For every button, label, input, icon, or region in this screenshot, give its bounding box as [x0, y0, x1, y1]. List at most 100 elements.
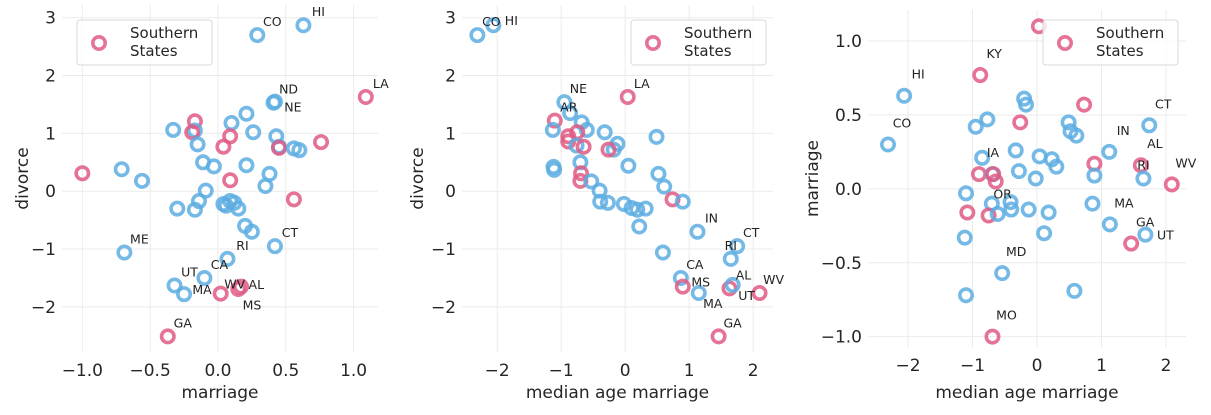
southern-state-point — [233, 278, 250, 295]
state-label: AL — [249, 277, 265, 292]
state-point — [1086, 167, 1103, 184]
state-label: RI — [1137, 158, 1149, 173]
state-point — [956, 229, 973, 246]
southern-state-point — [184, 124, 201, 141]
state-point — [979, 111, 996, 128]
state-point — [186, 201, 203, 218]
state-point — [1007, 142, 1024, 159]
state-point — [1060, 114, 1077, 131]
state-point — [1002, 194, 1019, 211]
state-label: UT — [181, 264, 198, 279]
x-tick-label: −1 — [549, 361, 574, 381]
southern-state-point — [74, 165, 91, 182]
state-point — [134, 172, 151, 189]
state-point — [605, 141, 622, 158]
southern-state-point — [1163, 176, 1180, 193]
state-point — [967, 118, 984, 135]
state-point — [568, 137, 585, 154]
state-point — [631, 218, 648, 235]
state-label: WV — [1175, 155, 1196, 170]
state-label: MD — [1006, 244, 1026, 259]
y-tick-label: −2 — [431, 298, 456, 318]
x-tick-label: 0.0 — [204, 361, 231, 381]
scatter-panel-1: −1.0 −0.5 0.0 0.5 1.0 −2 −1 0 1 2 3 marriage divorce… — [13, 4, 389, 403]
southern-state-point — [987, 173, 1004, 190]
state-point — [672, 269, 689, 286]
state-label: GA — [174, 315, 193, 330]
state-label: MS — [691, 275, 710, 290]
y-tick-label: 0.5 — [835, 106, 862, 126]
southern-state-point — [984, 328, 1001, 345]
state-point — [238, 105, 255, 122]
state-label: AL — [1147, 136, 1163, 151]
southern-state-point — [313, 134, 330, 151]
state-label: MO — [996, 308, 1017, 323]
southern-state-point — [1076, 96, 1093, 113]
x-tick-label: 0.5 — [272, 361, 299, 381]
y-axis-label: divorce — [13, 147, 33, 209]
state-point — [215, 195, 232, 212]
state-label: CO — [893, 116, 912, 131]
state-point — [469, 27, 486, 44]
state-point — [238, 157, 255, 174]
x-tick-label: 1.0 — [340, 361, 367, 381]
state-label: IN — [1117, 123, 1130, 138]
state-point — [592, 193, 609, 210]
southern-state-point — [751, 285, 768, 302]
state-label: OR — [993, 186, 1012, 201]
state-point — [648, 128, 665, 145]
state-point — [1101, 143, 1118, 160]
southern-state-point — [285, 191, 302, 208]
state-point — [689, 223, 706, 240]
x-tick-label: 1 — [684, 361, 695, 381]
state-label: WV — [763, 272, 784, 287]
state-point — [169, 200, 186, 217]
state-point — [578, 121, 595, 138]
state-label: WV — [224, 277, 245, 292]
southern-state-point — [600, 141, 617, 158]
legend-label-line1: Southern — [1096, 24, 1164, 42]
state-point — [1018, 96, 1035, 113]
legend-box — [1042, 19, 1179, 66]
x-axis-label: median age marriage — [935, 383, 1118, 403]
southern-state-point — [270, 139, 287, 156]
southern-state-point — [710, 328, 727, 345]
x-axis-label: marriage — [181, 383, 258, 403]
state-point — [650, 165, 667, 182]
state-label: CO — [263, 14, 282, 29]
state-label: KY — [987, 46, 1003, 61]
state-label: LA — [373, 76, 389, 91]
state-point — [243, 223, 260, 240]
scatter-panel-3: −2 −1 0 1 2 −1.0 −0.5 0.0 0.5 1.0 median age marri… — [803, 10, 1197, 403]
x-tick-label: 0 — [1032, 356, 1043, 376]
state-point — [620, 157, 637, 174]
state-point — [656, 178, 673, 195]
southern-state-point — [357, 88, 374, 105]
y-tick-label: 1 — [445, 124, 456, 144]
state-label: RI — [725, 238, 737, 253]
y-tick-label: 2 — [445, 67, 456, 87]
state-point — [266, 93, 283, 110]
state-point — [729, 238, 746, 255]
state-point — [196, 269, 213, 286]
state-point — [583, 173, 600, 190]
x-tick-label: 1 — [1096, 356, 1107, 376]
southern-state-point — [575, 138, 592, 155]
state-point — [266, 238, 283, 255]
y-tick-label: −1 — [431, 240, 456, 260]
state-point — [257, 178, 274, 195]
y-tick-label: 2 — [45, 67, 56, 87]
southern-state-point — [959, 204, 976, 221]
state-point — [654, 244, 671, 261]
state-point — [879, 136, 896, 153]
state-point — [674, 193, 691, 210]
legend-label-line2: States — [1096, 42, 1144, 60]
y-axis-label: marriage — [803, 140, 823, 217]
legend-label-line1: Southern — [684, 24, 752, 42]
state-point — [546, 161, 563, 178]
state-point — [1036, 225, 1053, 242]
